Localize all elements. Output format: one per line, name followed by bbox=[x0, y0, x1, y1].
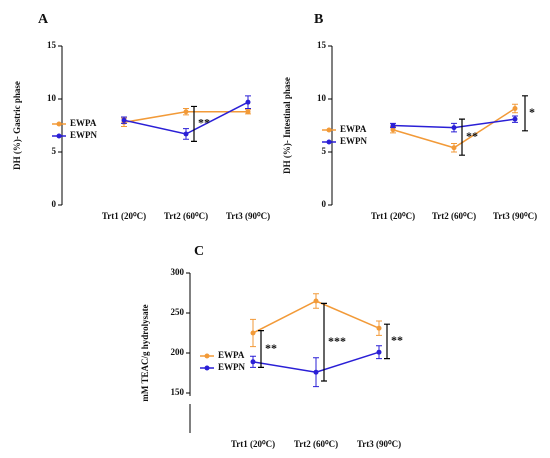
x-tick-label: Trt1 (20⁰C) bbox=[231, 439, 275, 449]
x-tick-label: Trt1 (20⁰C) bbox=[371, 211, 415, 221]
legend-marker bbox=[326, 139, 332, 145]
significance-label: ** bbox=[265, 341, 277, 355]
panel-letter: A bbox=[38, 12, 49, 27]
x-tick-label: Trt1 (20⁰C) bbox=[102, 211, 146, 221]
legend-label: EWPN bbox=[340, 136, 368, 146]
y-tick-label: 15 bbox=[47, 40, 57, 50]
legend-label: EWPN bbox=[218, 362, 246, 372]
x-tick-label: Trt3 (90⁰C) bbox=[226, 211, 270, 221]
significance-label: ** bbox=[466, 129, 478, 143]
y-tick-label: 10 bbox=[317, 93, 327, 103]
legend-label: EWPA bbox=[340, 124, 367, 134]
x-tick-label: Trt2 (60⁰C) bbox=[164, 211, 208, 221]
y-tick-label: 200 bbox=[171, 347, 185, 357]
significance-bracket bbox=[384, 323, 390, 360]
legend-marker bbox=[204, 353, 210, 359]
point bbox=[183, 131, 189, 137]
y-tick-label: 15 bbox=[317, 40, 327, 50]
point bbox=[376, 349, 382, 355]
legend-label: EWPA bbox=[70, 118, 97, 128]
point bbox=[390, 123, 396, 128]
legend-label: EWPA bbox=[218, 350, 245, 360]
y-tick-label: 0 bbox=[322, 199, 327, 209]
legend-marker bbox=[326, 127, 332, 133]
significance-bracket bbox=[191, 105, 197, 142]
y-tick-label: 5 bbox=[52, 146, 57, 156]
significance-label: *** bbox=[328, 334, 346, 348]
significance-label: * bbox=[529, 105, 535, 119]
y-tick-label: 150 bbox=[171, 387, 185, 397]
y-axis-label: mM TEAC/g hydrolysate bbox=[140, 304, 150, 401]
point bbox=[451, 145, 457, 151]
point bbox=[121, 117, 127, 123]
point bbox=[376, 325, 382, 331]
y-tick-label: 300 bbox=[171, 267, 185, 277]
x-tick-label: Trt2 (60⁰C) bbox=[432, 211, 476, 221]
panel-letter: B bbox=[314, 12, 323, 27]
significance-bracket bbox=[459, 118, 465, 156]
y-tick-label: 250 bbox=[171, 307, 185, 317]
x-tick-label: Trt3 (90⁰C) bbox=[493, 211, 537, 221]
significance-label: ** bbox=[198, 116, 210, 130]
significance-bracket bbox=[258, 330, 264, 368]
y-tick-label: 0 bbox=[52, 199, 57, 209]
x-tick-label: Trt2 (60⁰C) bbox=[294, 439, 338, 449]
point bbox=[245, 109, 251, 115]
significance-bracket bbox=[321, 302, 327, 382]
significance-label: ** bbox=[391, 333, 403, 347]
legend-marker bbox=[56, 133, 62, 139]
y-tick-label: 10 bbox=[47, 93, 57, 103]
point bbox=[512, 106, 518, 112]
legend-label: EWPN bbox=[70, 130, 98, 140]
point bbox=[313, 369, 319, 375]
y-axis-label: DH (%)- Intestinal phase bbox=[282, 77, 292, 174]
point bbox=[512, 116, 518, 122]
panel-letter: C bbox=[194, 244, 204, 259]
point bbox=[451, 125, 457, 131]
point bbox=[245, 99, 251, 105]
point bbox=[183, 109, 189, 115]
point bbox=[250, 330, 256, 336]
significance-bracket bbox=[522, 95, 528, 132]
y-tick-label: 5 bbox=[322, 146, 327, 156]
y-axis-label: DH (%)- Gastric phase bbox=[12, 81, 22, 170]
legend-marker bbox=[56, 121, 62, 127]
legend-marker bbox=[204, 365, 210, 371]
point bbox=[390, 127, 396, 133]
x-tick-label: Trt3 (90⁰C) bbox=[357, 439, 401, 449]
point bbox=[313, 298, 319, 304]
point bbox=[250, 359, 256, 365]
